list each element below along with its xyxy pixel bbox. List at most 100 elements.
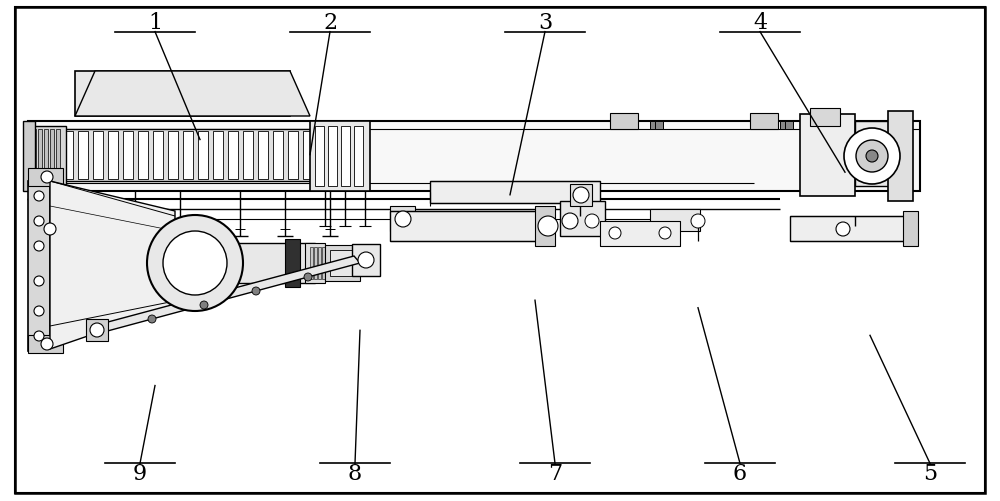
Bar — [535, 206, 555, 246]
Bar — [315, 127, 324, 187]
Bar — [303, 132, 313, 180]
Bar — [655, 122, 663, 130]
Circle shape — [691, 214, 705, 228]
Bar — [56, 130, 60, 184]
Circle shape — [573, 188, 589, 203]
Bar — [310, 122, 370, 191]
Bar — [305, 243, 325, 284]
Bar — [63, 132, 73, 180]
Bar — [168, 132, 178, 180]
Bar — [28, 169, 63, 187]
Bar — [138, 132, 148, 180]
Bar — [198, 132, 208, 180]
Bar — [195, 243, 315, 284]
Bar — [243, 132, 253, 180]
Polygon shape — [93, 257, 360, 333]
Circle shape — [585, 214, 599, 228]
Text: 3: 3 — [538, 12, 552, 34]
Bar — [390, 211, 540, 241]
Bar — [780, 122, 788, 130]
Circle shape — [836, 222, 850, 236]
Bar — [600, 221, 680, 246]
Bar — [28, 335, 63, 353]
Bar — [28, 122, 920, 191]
Bar — [810, 109, 840, 127]
Bar — [314, 247, 317, 280]
Circle shape — [41, 338, 53, 350]
Bar — [560, 201, 605, 236]
Bar — [213, 132, 223, 180]
Bar — [93, 132, 103, 180]
Text: 6: 6 — [733, 462, 747, 484]
Bar — [23, 122, 35, 191]
Bar — [750, 114, 778, 130]
Bar — [28, 127, 66, 187]
Bar — [800, 115, 855, 196]
Bar — [28, 182, 50, 351]
Polygon shape — [50, 182, 175, 349]
Bar — [153, 132, 163, 180]
Circle shape — [34, 307, 44, 316]
Circle shape — [148, 315, 156, 323]
Bar — [325, 245, 360, 282]
Text: 9: 9 — [133, 462, 147, 484]
Circle shape — [200, 302, 208, 310]
Bar — [228, 132, 238, 180]
Circle shape — [844, 129, 900, 185]
Bar — [888, 112, 913, 201]
Circle shape — [659, 227, 671, 239]
Bar — [310, 247, 313, 280]
Bar — [75, 72, 290, 117]
Bar — [354, 127, 363, 187]
Bar — [430, 182, 600, 203]
Bar — [352, 244, 380, 277]
Circle shape — [147, 215, 243, 312]
Circle shape — [358, 253, 374, 269]
Text: 8: 8 — [348, 462, 362, 484]
Circle shape — [44, 223, 56, 235]
Bar — [390, 206, 415, 231]
Bar — [86, 319, 108, 341]
Bar — [273, 132, 283, 180]
Bar — [55, 130, 340, 182]
Bar — [650, 209, 700, 231]
Bar — [258, 132, 268, 180]
Bar — [123, 132, 133, 180]
Circle shape — [41, 172, 53, 184]
Bar — [318, 247, 321, 280]
Bar — [183, 132, 193, 180]
Circle shape — [34, 191, 44, 201]
Bar — [341, 127, 350, 187]
Circle shape — [609, 227, 621, 239]
Circle shape — [163, 231, 227, 296]
Bar — [318, 132, 328, 180]
Bar — [38, 130, 42, 184]
Circle shape — [856, 141, 888, 173]
Circle shape — [34, 216, 44, 226]
Bar — [330, 250, 355, 277]
Circle shape — [866, 151, 878, 163]
Circle shape — [252, 288, 260, 296]
Text: 5: 5 — [923, 462, 937, 484]
Circle shape — [34, 331, 44, 341]
Text: 7: 7 — [548, 462, 562, 484]
Bar — [610, 114, 638, 130]
Circle shape — [34, 277, 44, 287]
Bar — [790, 216, 905, 241]
Bar — [108, 132, 118, 180]
Bar — [50, 130, 54, 184]
Bar — [570, 185, 592, 206]
Polygon shape — [28, 199, 63, 236]
Circle shape — [562, 213, 578, 229]
Bar — [903, 211, 918, 246]
Bar — [326, 247, 329, 280]
Text: 2: 2 — [323, 12, 337, 34]
Text: 4: 4 — [753, 12, 767, 34]
Bar — [78, 132, 88, 180]
Bar — [330, 247, 333, 280]
Circle shape — [90, 323, 104, 337]
Bar — [328, 127, 337, 187]
Bar — [44, 130, 48, 184]
Bar — [855, 122, 890, 187]
Circle shape — [538, 216, 558, 236]
